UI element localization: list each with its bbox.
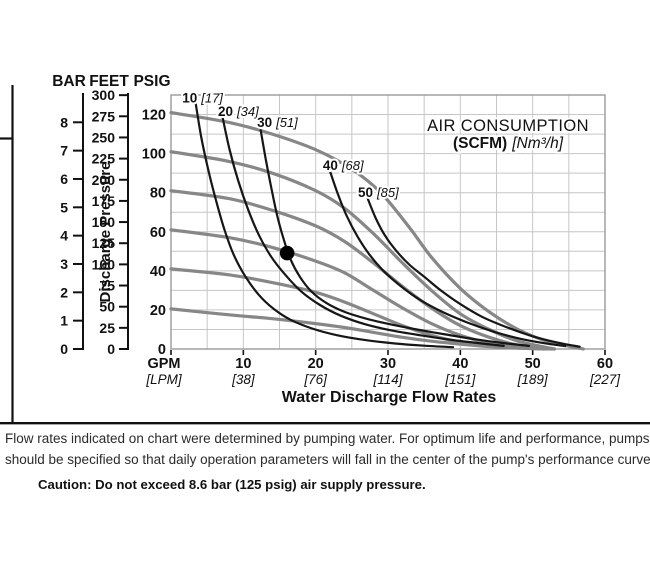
feet-tick-label: 275 [92, 108, 116, 124]
x-tick-gpm-label: 10 [235, 356, 251, 372]
water-curve-80psig [169, 189, 553, 351]
chart-title-nm3h: [Nm³/h] [511, 135, 564, 152]
bar-tick-label: 0 [60, 341, 68, 357]
caution-text: Caution: Do not exceed 8.6 bar (125 psig… [38, 477, 426, 492]
air-consumption-curves [194, 101, 581, 349]
chart-title-line1: AIR CONSUMPTION [427, 117, 589, 135]
bar-tick-label: 3 [60, 256, 68, 272]
feet-tick-label: 175 [92, 193, 116, 209]
note-line-1: Flow rates indicated on chart were deter… [5, 431, 650, 446]
feet-tick-label: 0 [107, 341, 115, 357]
x-tick-lpm-label: [76] [303, 372, 328, 387]
psig-tick-label: 80 [150, 186, 166, 202]
water-curve-120psig [169, 111, 585, 351]
feet-tick-label: 200 [92, 172, 116, 188]
header-bar: BAR [52, 73, 86, 90]
x-unit-lpm: [LPM] [145, 372, 183, 387]
air-curve-label-scfm: 10 [182, 90, 197, 105]
x-tick-gpm-label: 40 [452, 356, 468, 372]
air-curve-label-40: 40 [68] [323, 158, 364, 173]
plot-border [170, 94, 606, 350]
x-tick-lpm-label: [189] [517, 372, 549, 387]
feet-tick-label: 75 [99, 278, 115, 294]
air-curve-label-scfm: 40 [323, 158, 338, 173]
bar-tick-label: 5 [60, 199, 68, 215]
x-tick-lpm-label: [227] [589, 372, 621, 387]
air-curve-label-nm3h: [51] [275, 115, 298, 130]
x-tick-gpm-label: 50 [525, 356, 541, 372]
bar-tick-label: 8 [60, 114, 68, 130]
air-curve-20scfm [221, 115, 505, 347]
x-unit-gpm: GPM [147, 356, 180, 372]
header-feet: FEET [89, 73, 129, 90]
chart-title-line2: (SCFM) [Nm³/h] [453, 135, 564, 152]
feet-tick-label: 125 [92, 235, 116, 251]
psig-tick-label: 100 [142, 147, 166, 163]
gridlines [170, 94, 606, 350]
note-line-2: should be specified so that daily operat… [5, 452, 650, 467]
air-curve-label-nm3h: [85] [376, 185, 399, 200]
air-curve-50scfm [366, 197, 581, 348]
y-axis-title: Discharge Pressure [97, 162, 114, 303]
bar-tick-label: 4 [60, 228, 68, 244]
air-curve-labels: 10 [17]20 [34]30 [51] 40 [68] 50 [85] [180, 88, 401, 202]
bar-tick-label: 1 [60, 313, 68, 329]
air-curve-label-10: 10 [17] [182, 90, 223, 105]
air-curve-label-nm3h: [17] [200, 90, 223, 105]
air-curve-label-scfm: 30 [257, 115, 272, 130]
x-tick-lpm-label: [114] [372, 372, 403, 387]
air-curve-label-scfm: 50 [358, 185, 373, 200]
psig-tick-label: 0 [158, 342, 166, 358]
air-curve-10scfm [194, 101, 455, 349]
operating-point-dot [279, 245, 295, 261]
air-curve-label-30: 30 [51] [257, 115, 298, 130]
x-tick-lpm-label: [38] [231, 372, 256, 387]
air-curve-40scfm [327, 166, 567, 348]
feet-tick-label: 225 [92, 151, 116, 167]
header-psig: PSIG [133, 73, 170, 90]
feet-tick-label: 250 [92, 129, 116, 145]
bar-tick-label: 6 [60, 171, 68, 187]
feet-tick-label: 25 [99, 320, 115, 336]
psig-tick-label: 40 [150, 264, 166, 280]
figure-frame [0, 85, 650, 425]
x-tick-gpm-label: 30 [380, 356, 396, 372]
x-tick-lpm-label: [151] [444, 372, 476, 387]
bar-tick-label: 7 [60, 143, 68, 159]
air-curve-label-20: 20 [34] [218, 104, 259, 119]
feet-tick-label: 150 [92, 214, 116, 230]
psig-tick-label: 60 [150, 225, 166, 241]
chart-title-scfm: (SCFM) [453, 135, 507, 152]
x-tick-gpm-label: 20 [308, 356, 324, 372]
feet-tick-label: 100 [92, 256, 116, 272]
air-curve-30scfm [259, 129, 531, 347]
air-curve-label-nm3h: [34] [236, 104, 259, 119]
x-tick-gpm-label: 60 [597, 356, 613, 372]
water-curve-20psig [169, 307, 556, 351]
psig-tick-label: 120 [142, 108, 166, 124]
air-curve-label-nm3h: [68] [341, 158, 364, 173]
operating-point [279, 245, 295, 261]
feet-tick-label: 300 [92, 87, 116, 103]
bar-tick-label: 2 [60, 284, 68, 300]
axis-scales: 0123456780255075100125150175200225250275… [60, 87, 621, 387]
air-curve-label-scfm: 20 [218, 104, 233, 119]
air-curve-label-50: 50 [85] [358, 185, 399, 200]
feet-tick-label: 50 [99, 299, 115, 315]
psig-tick-label: 20 [150, 303, 166, 319]
x-axis-title: Water Discharge Flow Rates [282, 389, 497, 406]
